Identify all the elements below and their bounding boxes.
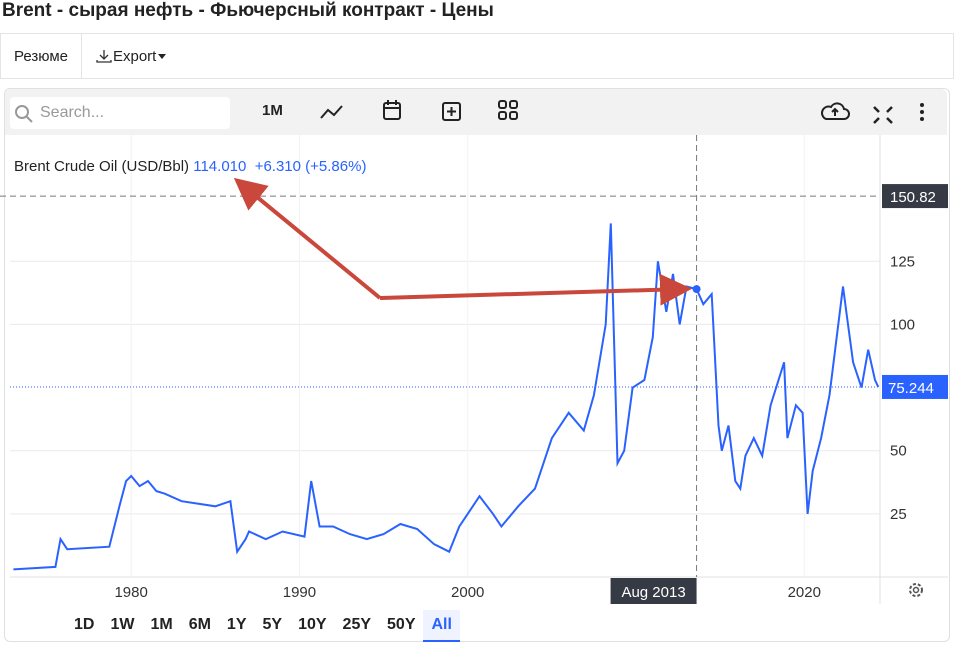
crosshair-x-box xyxy=(610,578,697,604)
tab-bar: Резюме Export xyxy=(0,33,954,79)
range-button[interactable]: 6M xyxy=(188,616,211,633)
range-button[interactable]: 1Y xyxy=(226,616,247,633)
range-button[interactable]: 5Y xyxy=(262,616,283,633)
x-tick-label: 1990 xyxy=(283,584,316,601)
interval-button[interactable]: 1M xyxy=(262,102,283,119)
fullscreen-icon[interactable] xyxy=(873,106,893,124)
menu-icon[interactable] xyxy=(920,103,924,121)
chart-panel xyxy=(4,88,950,642)
y-tick-label: 25 xyxy=(890,506,907,523)
x-tick-label: 2000 xyxy=(451,584,484,601)
indicators-icon[interactable] xyxy=(498,100,518,120)
y-tick-label: 50 xyxy=(890,443,907,460)
range-button[interactable]: 25Y xyxy=(342,616,372,633)
x-tick-label: 1980 xyxy=(114,584,147,601)
y-tick-label: 125 xyxy=(890,253,915,270)
range-button[interactable]: 1M xyxy=(150,616,173,633)
settings-icon[interactable] xyxy=(906,580,926,600)
search-icon xyxy=(15,105,33,123)
toolbar-icons xyxy=(320,100,924,124)
crosshair-y-box xyxy=(882,184,948,209)
crosshair-y-label: 150.82 xyxy=(890,189,936,206)
legend: Brent Crude Oil (USD/Bbl) 114.010 +6.310… xyxy=(14,158,366,175)
search-box[interactable]: Search... xyxy=(10,97,230,129)
range-button[interactable]: 1D xyxy=(74,616,95,633)
caret xyxy=(158,54,167,59)
y-tick-label: 100 xyxy=(890,316,915,333)
export-label: Export xyxy=(112,47,157,65)
last-price-box xyxy=(882,374,948,399)
search-placeholder: Search... xyxy=(40,104,105,121)
range-button[interactable]: 10Y xyxy=(298,616,327,633)
last-price-label: 75.244 xyxy=(888,380,934,397)
x-tick-label: 2020 xyxy=(788,584,821,601)
tab[interactable]: Резюме xyxy=(14,47,68,65)
legend-price: 114.010 xyxy=(193,158,247,175)
legend-change: +6.310 (+5.86%) xyxy=(254,158,367,175)
instrument-name: Brent Crude Oil (USD/Bbl) xyxy=(14,158,190,175)
page-title: Brent - сырая нефть - Фьючерсный контрак… xyxy=(2,0,494,21)
hover-point xyxy=(692,285,701,294)
range-button[interactable]: 1W xyxy=(110,616,135,633)
line-type-icon[interactable] xyxy=(320,105,343,119)
range-button[interactable]: All xyxy=(423,610,460,642)
compare-icon[interactable] xyxy=(442,102,461,121)
cloud-icon[interactable] xyxy=(821,102,850,120)
export-tab[interactable]: Export xyxy=(80,34,181,78)
calendar-icon[interactable] xyxy=(383,100,401,120)
crosshair-x-label: Aug 2013 xyxy=(621,584,685,601)
price-line xyxy=(13,223,880,571)
download-icon xyxy=(96,50,112,63)
range-buttons: 1D 1W 1M 6M 1Y 5Y 10Y 25Y 50Y All xyxy=(66,610,460,642)
range-button[interactable]: 50Y xyxy=(387,616,416,633)
